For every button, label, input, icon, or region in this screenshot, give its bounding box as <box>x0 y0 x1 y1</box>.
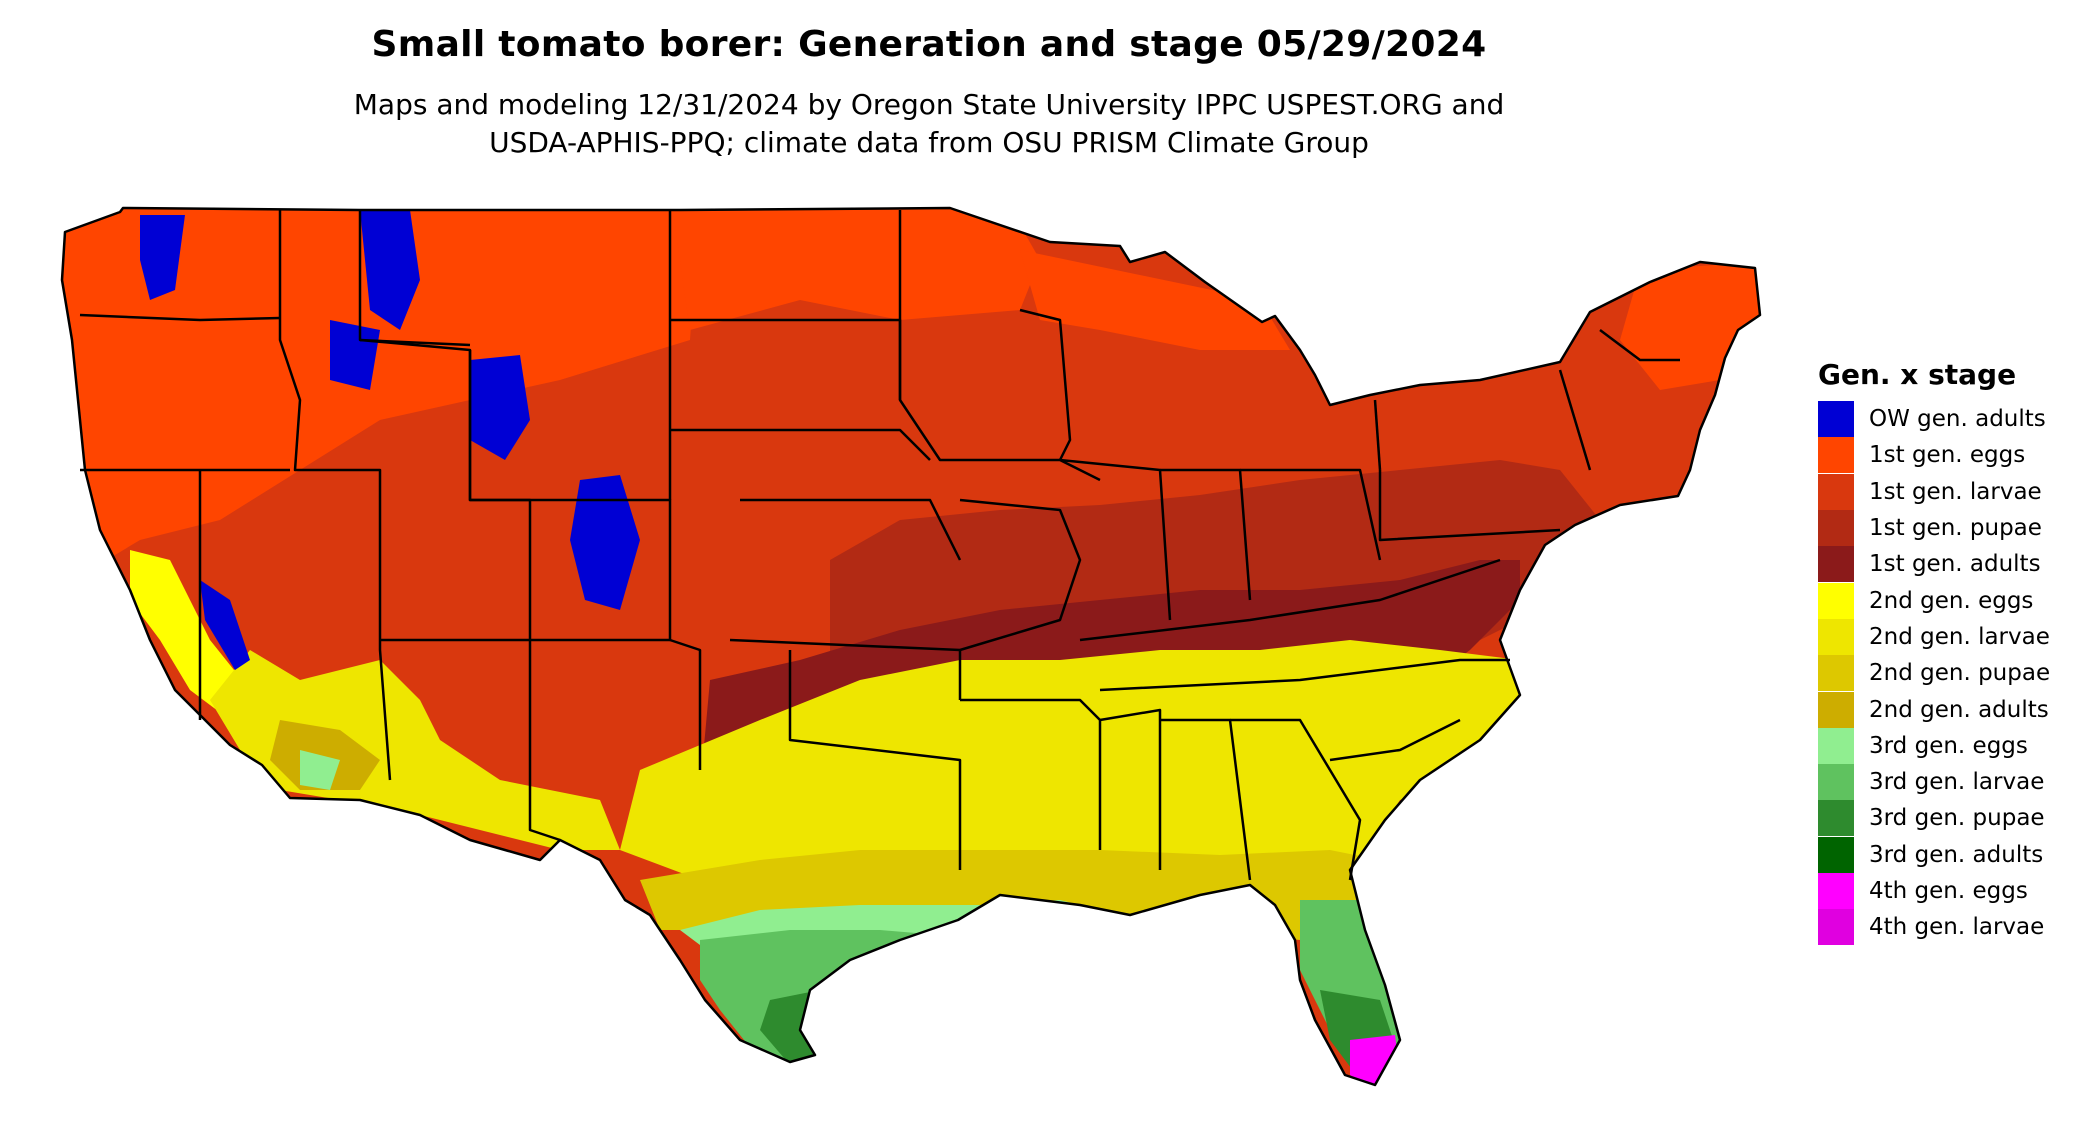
legend-label: 3rd gen. pupae <box>1869 805 2045 832</box>
region-1st-gen-eggs-plains <box>670 208 1040 330</box>
legend-label: 4th gen. larvae <box>1869 914 2045 941</box>
border-id-nv-az <box>278 210 392 781</box>
legend-item: 4th gen. larvae <box>1818 909 2050 946</box>
legend-item: 4th gen. eggs <box>1818 873 2050 909</box>
region-1st-gen-eggs-lakes <box>1020 250 1290 350</box>
border-ny-east <box>1558 369 1592 471</box>
legend-label: 2nd gen. adults <box>1869 696 2049 723</box>
region-3rd-gen-eggs-sw <box>300 750 340 790</box>
legend-item: 2nd gen. eggs <box>1818 582 2050 619</box>
region-3rd-gen-larvae-tx <box>700 930 940 1060</box>
subtitle-line-1: Maps and modeling 12/31/2024 by Oregon S… <box>353 88 1505 121</box>
us-outline <box>60 206 1762 1087</box>
region-4th-gen-eggs <box>1350 1035 1400 1085</box>
region-1st-gen-eggs-west <box>62 208 700 600</box>
region-2nd-gen-larvae-sw <box>210 650 620 850</box>
legend-title: Gen. x stage <box>1818 358 2017 391</box>
legend-swatch <box>1818 836 1854 873</box>
legend-label: 1st gen. adults <box>1869 551 2041 578</box>
border-ms <box>1099 708 1162 870</box>
legend-label: 2nd gen. eggs <box>1869 587 2034 614</box>
legend-swatch <box>1818 727 1854 764</box>
legend-item: 2nd gen. larvae <box>1818 618 2050 655</box>
legend-item: 1st gen. adults <box>1818 546 2050 583</box>
legend-swatch <box>1818 437 1854 474</box>
border-wi <box>1019 308 1072 461</box>
legend-item: 1st gen. pupae <box>1818 510 2050 547</box>
legend-label: OW gen. adults <box>1869 406 2046 433</box>
border-co <box>530 498 672 642</box>
region-ow-adults-mt <box>360 210 420 330</box>
legend-label: 2nd gen. larvae <box>1869 623 2050 650</box>
legend-swatch <box>1818 691 1854 728</box>
legend-item: 1st gen. larvae <box>1818 473 2050 510</box>
legend-swatch <box>1818 655 1854 692</box>
legend-swatch <box>1818 473 1854 510</box>
border-ga <box>1230 718 1362 881</box>
border-sc <box>1329 718 1461 762</box>
legend-swatch <box>1818 764 1854 801</box>
us-map <box>60 206 1762 1087</box>
map-subtitle: Maps and modeling 12/31/2024 by Oregon S… <box>0 86 1858 162</box>
legend-item: OW gen. adults <box>1818 401 2050 438</box>
legend-swatch <box>1818 909 1854 946</box>
legend-label: 1st gen. eggs <box>1869 442 2026 469</box>
border-nm-tx <box>669 638 702 770</box>
legend-item: 3rd gen. pupae <box>1818 800 2050 837</box>
region-ow-adults-wy <box>470 355 530 460</box>
legend-label: 1st gen. larvae <box>1869 478 2042 505</box>
border-ny-pa <box>1373 399 1382 471</box>
subtitle-line-2: USDA-APHIS-PPQ; climate data from OSU PR… <box>489 126 1369 159</box>
region-2nd-gen-larvae <box>620 640 1560 880</box>
legend-swatch <box>1818 618 1854 655</box>
border-mn-ia <box>898 210 1101 482</box>
legend-item: 1st gen. eggs <box>1818 437 2050 474</box>
border-ne-ks <box>740 498 962 561</box>
border-pa <box>1378 470 1561 542</box>
legend-item: 2nd gen. pupae <box>1818 655 2051 692</box>
legend-item: 3rd gen. adults <box>1818 836 2050 873</box>
border-ok-tx <box>788 650 962 870</box>
legend-label: 3rd gen. adults <box>1869 841 2044 868</box>
region-2nd-gen-eggs-ca <box>130 550 250 720</box>
region-ow-adults-id <box>330 320 380 390</box>
border-az-nm <box>528 640 561 842</box>
border-sd-ne <box>670 428 931 461</box>
border-tn-nc <box>1099 658 1510 692</box>
legend-item: 3rd gen. eggs <box>1818 727 2050 764</box>
generation-stage-regions <box>62 208 1760 1085</box>
legend-label: 2nd gen. pupae <box>1869 660 2051 687</box>
legend-swatch <box>1818 546 1854 583</box>
region-ow-adults-co <box>570 475 640 610</box>
legend-label: 3rd gen. eggs <box>1869 732 2028 759</box>
border-oh <box>1240 468 1382 561</box>
region-2nd-gen-adults-sw <box>270 720 380 790</box>
state-boundaries <box>60 206 1762 1087</box>
border-mo <box>959 498 1082 652</box>
border-ne-states <box>1599 329 1680 362</box>
legend-label: 1st gen. pupae <box>1869 515 2042 542</box>
legend-label: 4th gen. eggs <box>1869 878 2028 904</box>
border-mt-wy <box>359 338 471 347</box>
legend-item: 3rd gen. larvae <box>1818 764 2050 801</box>
legend-swatch <box>1818 873 1854 909</box>
border-ar <box>960 698 1102 850</box>
legend-label: 3rd gen. larvae <box>1869 769 2045 796</box>
legend-swatch <box>1818 582 1854 619</box>
legend-item: 2nd gen. adults <box>1818 691 2050 728</box>
border-ky-tn <box>1079 558 1501 642</box>
legend-swatch <box>1818 401 1854 438</box>
legend-items: OW gen. adults 1st gen. eggs 1st gen. la… <box>1818 401 2051 946</box>
region-ow-adults-wa <box>140 215 185 300</box>
region-ow-adults-sierra <box>200 580 250 670</box>
legend-swatch <box>1818 800 1854 837</box>
map-title: Small tomato borer: Generation and stage… <box>371 24 1487 65</box>
legend-swatch <box>1818 510 1854 547</box>
legend: Gen. x stage OW gen. adults 1st gen. egg… <box>1818 358 2051 946</box>
border-wa-or <box>79 313 281 322</box>
